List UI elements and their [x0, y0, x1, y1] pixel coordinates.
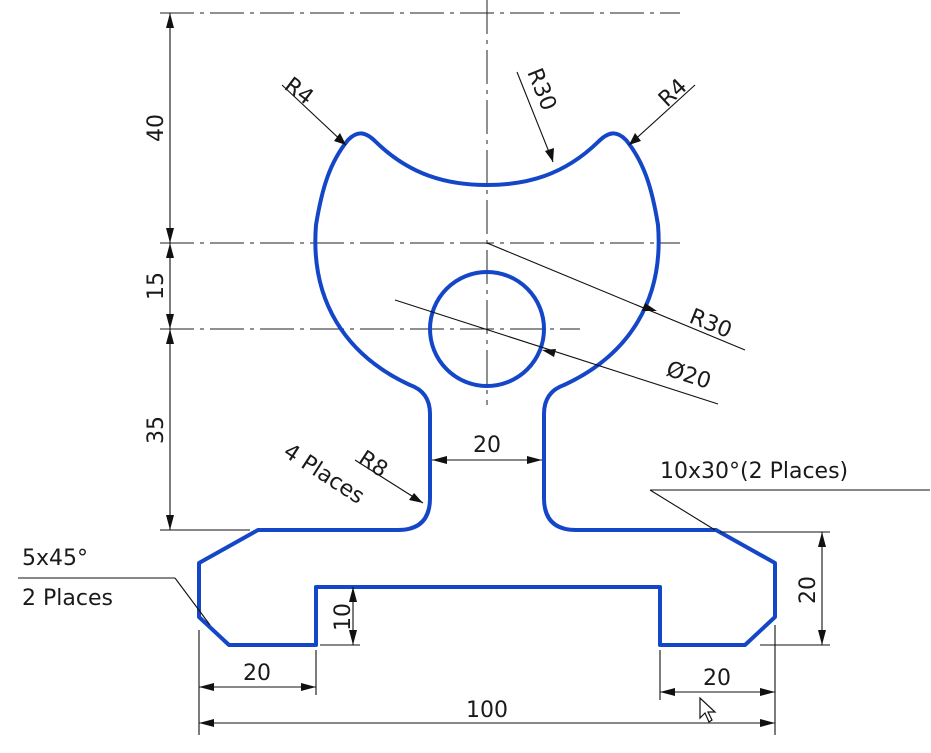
dim-height-lower: 35 [144, 416, 169, 444]
note-chamfer-left-line2: 2 Places [22, 586, 113, 611]
leader-r30-top [516, 71, 554, 163]
leader-r4-right [628, 84, 696, 146]
dim-fillet-radius: R8 [354, 446, 392, 483]
dim-slot-depth: 10 [331, 603, 356, 631]
part-profile [197, 131, 777, 647]
dimension-lines [18, 13, 930, 735]
dim-base-height: 20 [796, 576, 821, 604]
dim-radius-body: R30 [686, 304, 735, 343]
dim-left-foot-width: 20 [243, 661, 271, 686]
dim-radius-corner-right: R4 [654, 74, 692, 112]
dim-right-foot-width: 20 [703, 666, 731, 691]
dim-height-top: 40 [144, 114, 169, 142]
note-chamfer-left-line1: 5x45° [22, 546, 88, 571]
leader-r4-left [281, 84, 347, 146]
leader-r8 [354, 459, 424, 504]
dim-radius-top-arc: R30 [521, 65, 560, 114]
dim-height-mid: 15 [144, 272, 169, 300]
mouse-pointer-icon [699, 696, 717, 723]
dim-overall-width: 100 [466, 698, 508, 723]
arrowheads [166, 13, 826, 727]
center-lines [160, 0, 680, 405]
dim-radius-corner-left: R4 [279, 73, 317, 111]
note-chamfer-right: 10x30°(2 Places) [660, 459, 848, 484]
note-fillet-count: 4 Places [279, 439, 369, 510]
part-outline [197, 131, 777, 647]
dim-neck-width: 20 [473, 433, 501, 458]
leader-hole [394, 299, 719, 405]
leader-r30-body [486, 242, 746, 351]
center-hole [428, 270, 546, 388]
